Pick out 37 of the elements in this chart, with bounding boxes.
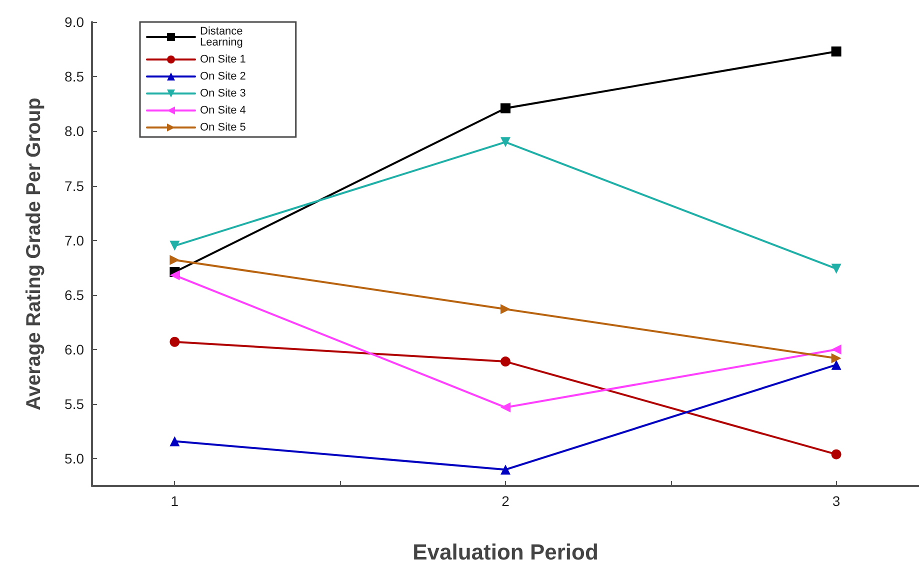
- x-tick-label: 3: [832, 493, 840, 509]
- point: [500, 137, 510, 148]
- point: [170, 270, 180, 280]
- point: [500, 356, 510, 367]
- legend-label: Distance Learning: [200, 26, 246, 48]
- y-tick-label: 5.0: [64, 450, 84, 467]
- point: [831, 264, 842, 274]
- y-tick-label: 7.0: [64, 232, 84, 248]
- point: [500, 103, 510, 114]
- point: [831, 46, 842, 56]
- legend-label: On Site 3: [200, 88, 246, 100]
- y-tick-label: 7.5: [64, 178, 84, 194]
- y-tick-label: 5.5: [64, 396, 84, 412]
- point: [170, 336, 180, 347]
- y-tick-label: 6.5: [64, 286, 84, 303]
- point: [500, 464, 510, 475]
- point: [170, 436, 180, 446]
- y-tick-label: 8.0: [64, 123, 84, 140]
- legend-label: On Site 5: [200, 122, 246, 134]
- point: [831, 360, 842, 370]
- point: [831, 344, 842, 355]
- point: [831, 449, 842, 460]
- point: [831, 353, 842, 364]
- x-tick-label: 2: [502, 493, 510, 509]
- y-tick-label: 8.5: [64, 68, 84, 85]
- point: [170, 240, 180, 251]
- point: [500, 304, 510, 314]
- y-tick-label: 6.0: [64, 342, 84, 358]
- point: [500, 402, 510, 412]
- legend-label: On Site 1: [200, 54, 246, 66]
- legend-label: On Site 4: [200, 104, 246, 116]
- x-tick-label: 1: [170, 493, 179, 509]
- y-axis-title: Average Rating Grade Per Group: [23, 98, 45, 410]
- legend-label: On Site 2: [200, 70, 246, 82]
- point: [170, 255, 180, 266]
- y-tick-label: 9.0: [64, 14, 84, 30]
- x-axis-title: Evaluation Period: [412, 540, 598, 564]
